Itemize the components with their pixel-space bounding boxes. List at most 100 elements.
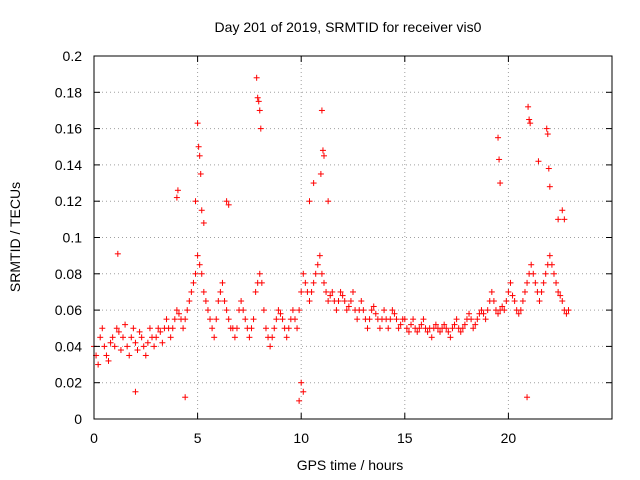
- data-point: [505, 288, 512, 295]
- data-point: [555, 216, 562, 223]
- data-point: [320, 279, 327, 286]
- y-tick-label: 0.2: [63, 48, 83, 64]
- data-point: [233, 325, 240, 332]
- data-point: [225, 201, 232, 208]
- data-point: [480, 310, 487, 317]
- data-point: [405, 328, 412, 335]
- data-point: [184, 307, 191, 314]
- data-point: [317, 170, 324, 177]
- data-point: [298, 379, 305, 386]
- data-point: [310, 279, 317, 286]
- data-point: [190, 279, 197, 286]
- data-point: [563, 310, 570, 317]
- data-point: [192, 270, 199, 277]
- data-point: [318, 107, 325, 114]
- data-point: [350, 288, 356, 295]
- data-point: [173, 307, 180, 314]
- data-point: [132, 339, 139, 346]
- data-point: [408, 321, 415, 328]
- data-point: [192, 198, 199, 205]
- y-tick-label: 0.14: [55, 157, 82, 173]
- x-tick-label: 0: [90, 430, 98, 446]
- data-point: [196, 152, 203, 159]
- data-point: [253, 74, 260, 81]
- data-point: [306, 298, 313, 305]
- data-point: [155, 325, 162, 332]
- data-point: [495, 310, 502, 317]
- data-point: [310, 180, 317, 187]
- data-point: [445, 328, 452, 335]
- data-point: [424, 328, 431, 335]
- data-point: [194, 252, 201, 259]
- x-tick-label: 10: [293, 430, 309, 446]
- data-point: [196, 261, 203, 268]
- data-point: [240, 307, 247, 314]
- data-point: [115, 328, 122, 335]
- data-point: [285, 325, 292, 332]
- data-point: [449, 325, 456, 332]
- data-point: [410, 316, 417, 323]
- data-point: [109, 334, 116, 341]
- data-point: [497, 180, 504, 187]
- x-tick-label: 20: [501, 430, 517, 446]
- data-point: [550, 270, 557, 277]
- y-tick-label: 0: [74, 411, 82, 427]
- data-point: [545, 165, 552, 172]
- data-point: [167, 334, 174, 341]
- data-point: [300, 388, 307, 395]
- x-axis-label: GPS time / hours: [297, 457, 404, 473]
- data-point: [95, 361, 102, 368]
- data-point: [542, 270, 549, 277]
- data-point: [337, 288, 344, 295]
- data-point: [521, 288, 528, 295]
- data-point: [318, 270, 325, 277]
- tick-labels: 0 0.02 0.04 0.06 0.08 0.1 0.12 0.14 0.16 0.18 0.2 0…: [55, 48, 517, 446]
- data-point: [291, 316, 298, 323]
- data-point: [217, 288, 224, 295]
- data-point: [354, 316, 361, 323]
- data-point: [314, 261, 321, 268]
- data-point: [134, 347, 141, 354]
- data-point: [428, 334, 435, 341]
- data-point: [202, 298, 209, 305]
- data-point: [536, 298, 543, 305]
- data-point: [319, 147, 326, 154]
- data-point: [117, 347, 124, 354]
- data-point: [279, 316, 286, 323]
- data-point: [339, 292, 346, 299]
- data-point: [535, 158, 542, 165]
- y-tick-label: 0.02: [55, 375, 82, 391]
- data-point: [242, 316, 249, 323]
- data-point: [366, 316, 373, 323]
- grid-lines: [94, 56, 612, 419]
- data-point: [347, 298, 354, 305]
- data-point: [256, 270, 263, 277]
- data-point: [509, 292, 516, 299]
- data-point: [546, 252, 553, 259]
- x-tick-label: 5: [194, 430, 202, 446]
- data-point: [296, 397, 303, 404]
- data-point: [391, 310, 398, 317]
- data-point: [223, 307, 230, 314]
- data-point: [277, 310, 284, 317]
- data-point: [459, 325, 466, 332]
- data-point: [107, 339, 114, 346]
- data-point: [437, 328, 444, 335]
- data-point: [323, 288, 330, 295]
- data-point: [387, 316, 394, 323]
- data-point: [140, 343, 147, 350]
- data-point: [358, 298, 365, 305]
- data-point: [175, 310, 182, 317]
- data-point: [298, 288, 305, 295]
- data-point: [559, 207, 566, 214]
- data-point: [258, 279, 265, 286]
- data-point: [501, 307, 508, 314]
- data-point: [132, 388, 139, 395]
- y-tick-label: 0.06: [55, 302, 82, 318]
- data-point: [103, 352, 110, 359]
- data-point: [113, 325, 120, 332]
- data-point: [540, 279, 547, 286]
- data-point: [99, 325, 106, 332]
- axis-ticks: [93, 55, 612, 420]
- data-point: [174, 187, 181, 194]
